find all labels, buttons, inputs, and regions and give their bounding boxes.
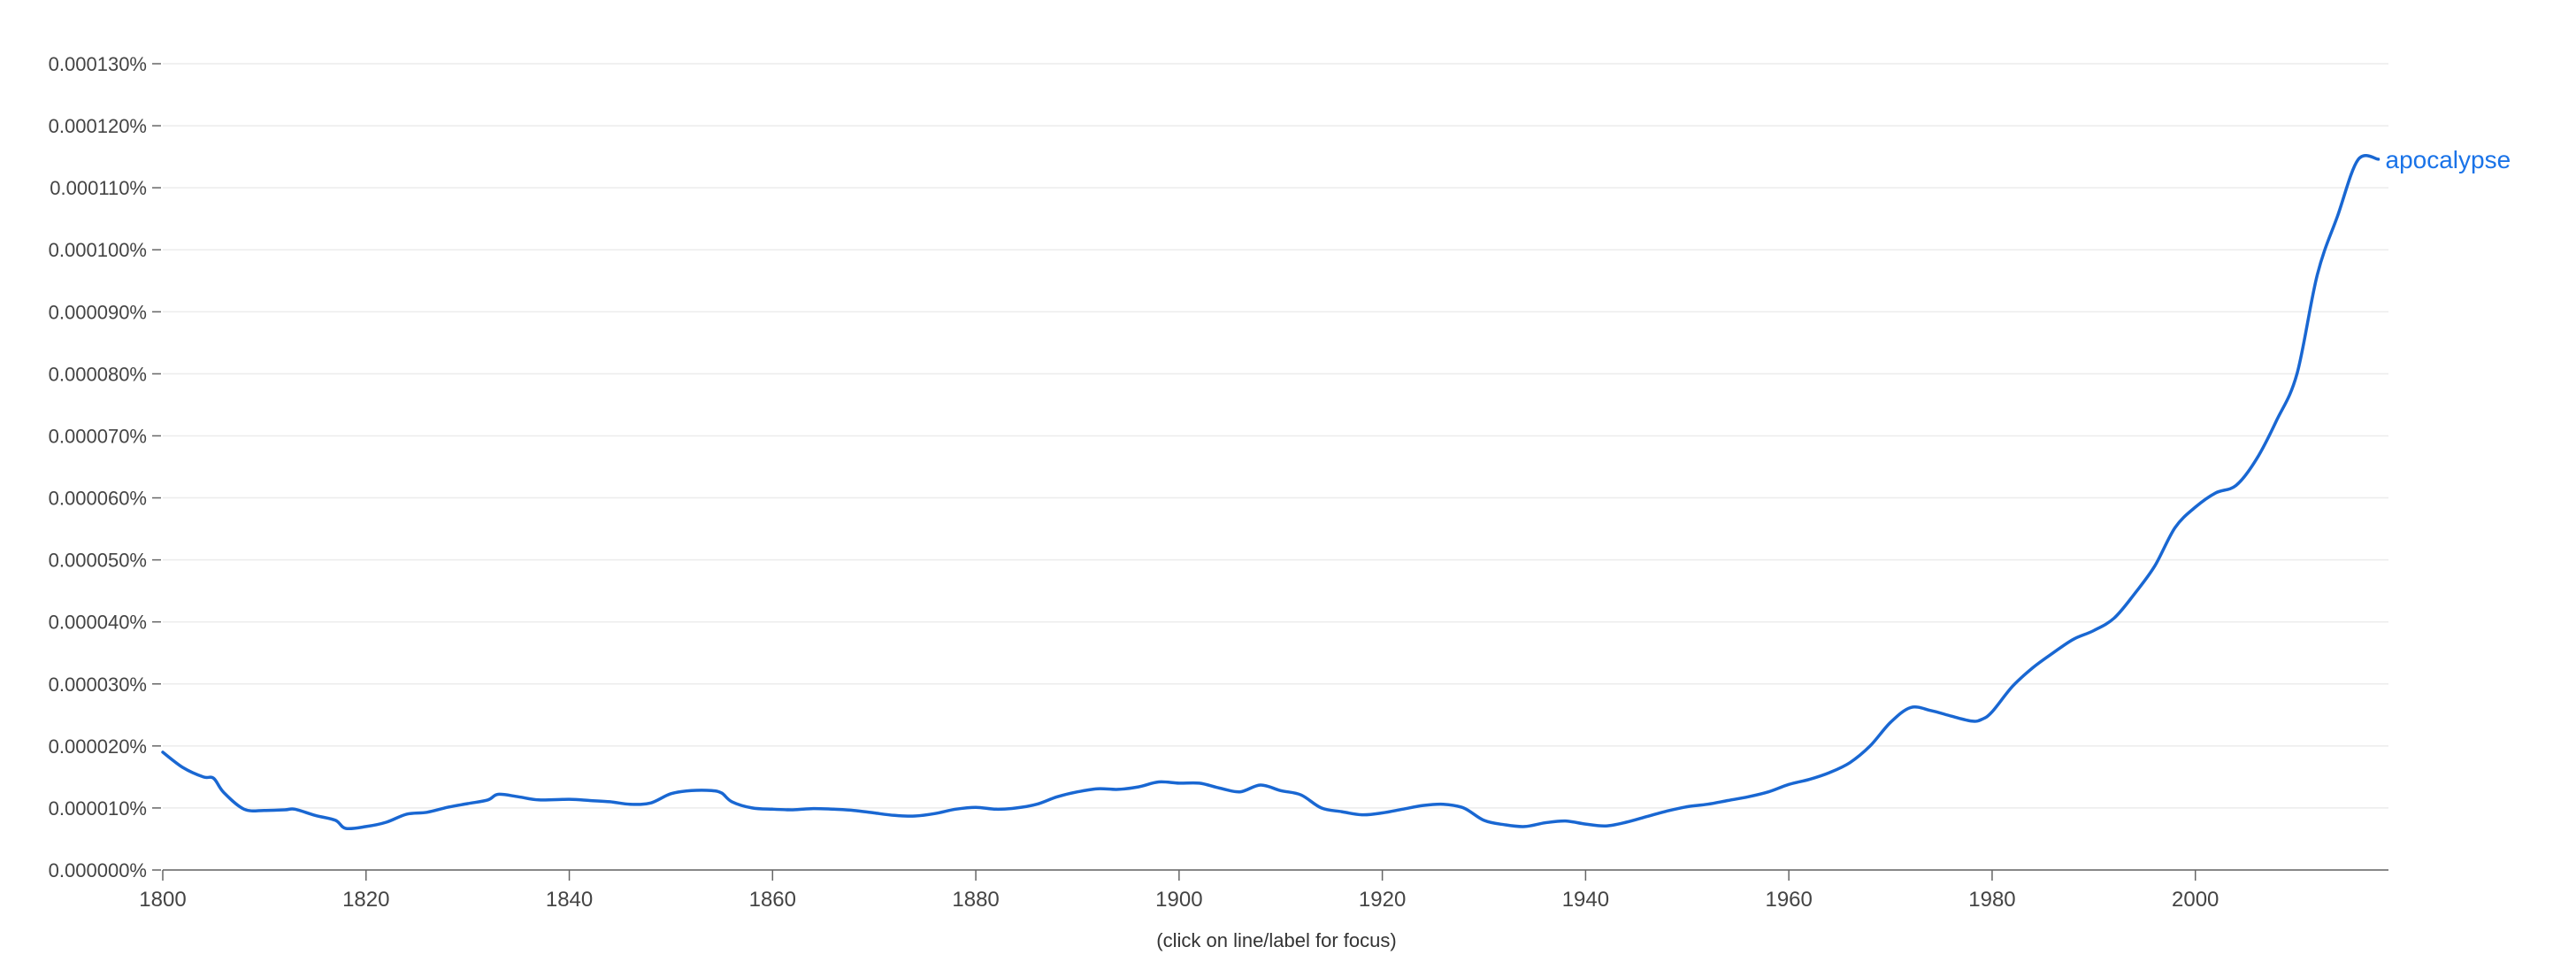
y-tick-label: 0.000060% — [49, 488, 147, 510]
x-tick-label: 1860 — [749, 888, 796, 912]
series-label-apocalypse[interactable]: apocalypse — [2386, 146, 2511, 173]
focus-hint-text: (click on line/label for focus) — [1156, 929, 1396, 951]
x-tick-label: 1840 — [546, 888, 593, 912]
y-tick-label: 0.000000% — [49, 859, 147, 881]
y-tick-label: 0.000080% — [49, 363, 147, 385]
x-tick-label: 1980 — [1968, 888, 2015, 912]
series-line-apocalypse[interactable] — [161, 154, 2380, 831]
x-tick-label: 1900 — [1155, 888, 1202, 912]
series-layer: apocalypse — [161, 146, 2511, 831]
x-axis: 1800 1820 1840 1860 1880 1900 1920 1940 1960 1980… — [139, 869, 2388, 912]
y-tick-label: 0.000100% — [49, 239, 147, 261]
y-tick-label: 0.000090% — [49, 301, 147, 323]
y-axis: 0.000000% 0.000010% 0.000020% 0.000030% 0.00… — [49, 53, 161, 881]
x-tick-label: 1920 — [1359, 888, 1406, 912]
x-tick-label: 1960 — [1765, 888, 1812, 912]
x-tick-label: 1880 — [952, 888, 999, 912]
x-tick-label: 2000 — [2172, 888, 2219, 912]
y-tick-label: 0.000020% — [49, 735, 147, 758]
y-tick-label: 0.000130% — [49, 53, 147, 75]
x-tick-label: 1820 — [342, 888, 389, 912]
x-tick-label: 1940 — [1562, 888, 1609, 912]
y-tick-label: 0.000070% — [49, 425, 147, 447]
y-tick-label: 0.000010% — [49, 797, 147, 820]
y-tick-label: 0.000040% — [49, 612, 147, 634]
y-tick-label: 0.000050% — [49, 550, 147, 572]
y-tick-label: 0.000120% — [49, 115, 147, 137]
gridlines — [163, 63, 2388, 809]
x-tick-label: 1800 — [139, 888, 186, 912]
y-tick-label: 0.000110% — [50, 177, 147, 199]
y-tick-label: 0.000030% — [49, 674, 147, 696]
